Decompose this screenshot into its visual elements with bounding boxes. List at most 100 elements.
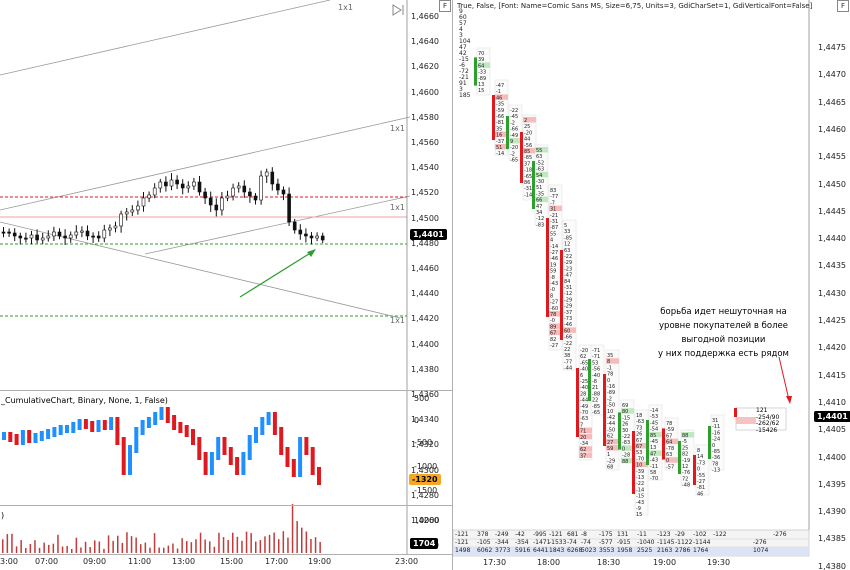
- cluster-cell-value: -83: [536, 222, 544, 228]
- cluster-cell-value: -40: [580, 367, 588, 373]
- cluster-cell-value: 0: [697, 467, 700, 473]
- volume-bar: [126, 532, 128, 553]
- cluster-cell-value: -22: [564, 341, 572, 347]
- channel-line-upper[interactable]: [0, 116, 411, 211]
- cluster-cell-value: -45: [510, 114, 518, 120]
- cluster-cell-value: 59: [607, 446, 613, 452]
- cluster-cell-value: 63: [666, 452, 672, 458]
- cluster-cell-value: -47: [496, 83, 504, 89]
- cluster-cell: 185: [459, 92, 471, 99]
- summary-cell: -1471: [533, 539, 551, 546]
- note-line-3: выгодной позиции: [681, 335, 766, 345]
- right-price-tick-label: 1,4390: [818, 507, 846, 517]
- candlesticks[interactable]: [1, 167, 325, 245]
- summary-cell: -249: [495, 531, 509, 538]
- cluster-cell-value: -71: [592, 354, 600, 360]
- cluster-chart-canvas[interactable]: 703964-33-891315-47-146-35-59-66-813516-…: [453, 0, 850, 570]
- volume-bar: [236, 536, 239, 553]
- summary-cell: -276: [773, 531, 787, 538]
- cluster-cell-value: 51: [536, 185, 542, 191]
- channel-line-lower[interactable]: [144, 195, 411, 255]
- cluster-body: [546, 218, 549, 317]
- right-current-price-badge: 1,4401: [814, 411, 850, 422]
- cluster-highlight-cell: [495, 94, 508, 100]
- indicator-header: True, False, [Font: Name=Comic Sans MS, …: [457, 2, 813, 10]
- candle-body: [57, 231, 62, 237]
- cluster-cell-value: 26: [622, 422, 628, 428]
- candle-body: [68, 234, 73, 239]
- right-price-tick-label: 1,4385: [818, 534, 846, 544]
- last-cluster-marker: [734, 408, 737, 417]
- cluster-highlight-cell: [523, 148, 536, 154]
- volume-bar: [57, 534, 59, 553]
- price-tick-label: 1,4640: [411, 37, 439, 47]
- candle-body: [203, 191, 207, 199]
- cluster-cell-value: -14: [636, 487, 644, 493]
- summary-cell: 3773: [495, 547, 511, 554]
- volume-bar: [158, 547, 160, 553]
- indicator-bar: [165, 407, 170, 423]
- cluster-columns[interactable]: 703964-33-891315-47-146-35-59-66-813516-…: [474, 47, 725, 518]
- green-arrow: [239, 251, 313, 298]
- cluster-cell-value: 58: [650, 470, 656, 476]
- cluster-cell-value: -20: [524, 130, 532, 136]
- cluster-cell-value: 44: [524, 137, 530, 143]
- cluster-cell-value: -33: [478, 70, 486, 76]
- cluster-cell-value: 8: [607, 359, 610, 365]
- right-time-tick-label: 18:00: [537, 558, 561, 567]
- cluster-highlight-cell: [681, 432, 694, 438]
- indicator-bar: [140, 420, 145, 435]
- cluster-cell-value: 84: [564, 279, 570, 285]
- cluster-cell-value: 67: [550, 331, 556, 337]
- right-price-tick-label: 1,4465: [818, 97, 846, 107]
- cluster-chart-pane[interactable]: 70 39 64 -33 -89 13 15 -47 -1 46 -35 -59 -66 -81 35 16-…: [453, 0, 850, 570]
- candle-body: [186, 185, 191, 189]
- volume-bar: [140, 544, 142, 553]
- summary-cell: -123: [657, 531, 671, 538]
- summary-cell: 5023: [581, 547, 597, 554]
- cluster-cell-value: -54: [650, 427, 658, 433]
- volume-bar: [222, 537, 225, 553]
- cluster-cell-value: 62: [580, 447, 586, 453]
- cluster-body: [532, 161, 535, 209]
- candle-body: [208, 197, 213, 206]
- cluster-cell-value: -20: [580, 348, 588, 354]
- volume-bars[interactable]: [2, 504, 321, 553]
- indicator-bars[interactable]: [2, 407, 321, 485]
- candle-body: [281, 189, 286, 195]
- cluster-cell-value: 47: [650, 451, 656, 457]
- cluster-cell-value: -56: [592, 367, 600, 373]
- f-button-right[interactable]: F: [837, 0, 849, 12]
- main-chart-pane[interactable]: 1x1 F 1,4660 1,4640 1,4620 1,4600 1,4580 1,45…: [0, 0, 453, 570]
- indicator-bar: [317, 467, 321, 485]
- summary-cell: 1843: [549, 547, 565, 554]
- cluster-cell-value: -50: [607, 403, 615, 409]
- candle-body: [130, 209, 135, 213]
- indicator-bar: [241, 452, 246, 475]
- cluster-cell-value: -15: [636, 494, 644, 500]
- cluster-cell-value: 53: [592, 360, 598, 366]
- indicator-bar: [52, 427, 57, 437]
- cluster-cell-value: -1: [607, 365, 612, 371]
- cluster-cell: 104: [459, 38, 471, 45]
- indicator-bar: [178, 422, 183, 433]
- cluster-cell-value: -78: [666, 446, 674, 452]
- f-button[interactable]: F: [439, 0, 451, 12]
- cluster-cell-value: -29: [607, 458, 615, 464]
- cluster-cell-value: -16: [712, 430, 720, 436]
- indicator-separator[interactable]: [0, 390, 452, 391]
- volume-separator[interactable]: [0, 505, 452, 506]
- price-chart-canvas[interactable]: [0, 0, 452, 570]
- channel-line-top[interactable]: [0, 0, 331, 76]
- last-value-4: -15426: [756, 426, 778, 434]
- indicator-bar: [191, 429, 195, 445]
- volume-bar: [98, 541, 101, 553]
- cluster-cell-value: 19: [550, 262, 556, 268]
- play-icon[interactable]: [392, 4, 402, 16]
- cluster-cell-value: 70: [478, 51, 484, 57]
- cluster-cell-value: 72: [682, 476, 688, 482]
- volume-bar: [163, 547, 165, 553]
- cluster-cell-value: -35: [496, 102, 504, 108]
- cluster-cell-value: 28: [580, 391, 586, 397]
- cluster-body: [588, 359, 591, 401]
